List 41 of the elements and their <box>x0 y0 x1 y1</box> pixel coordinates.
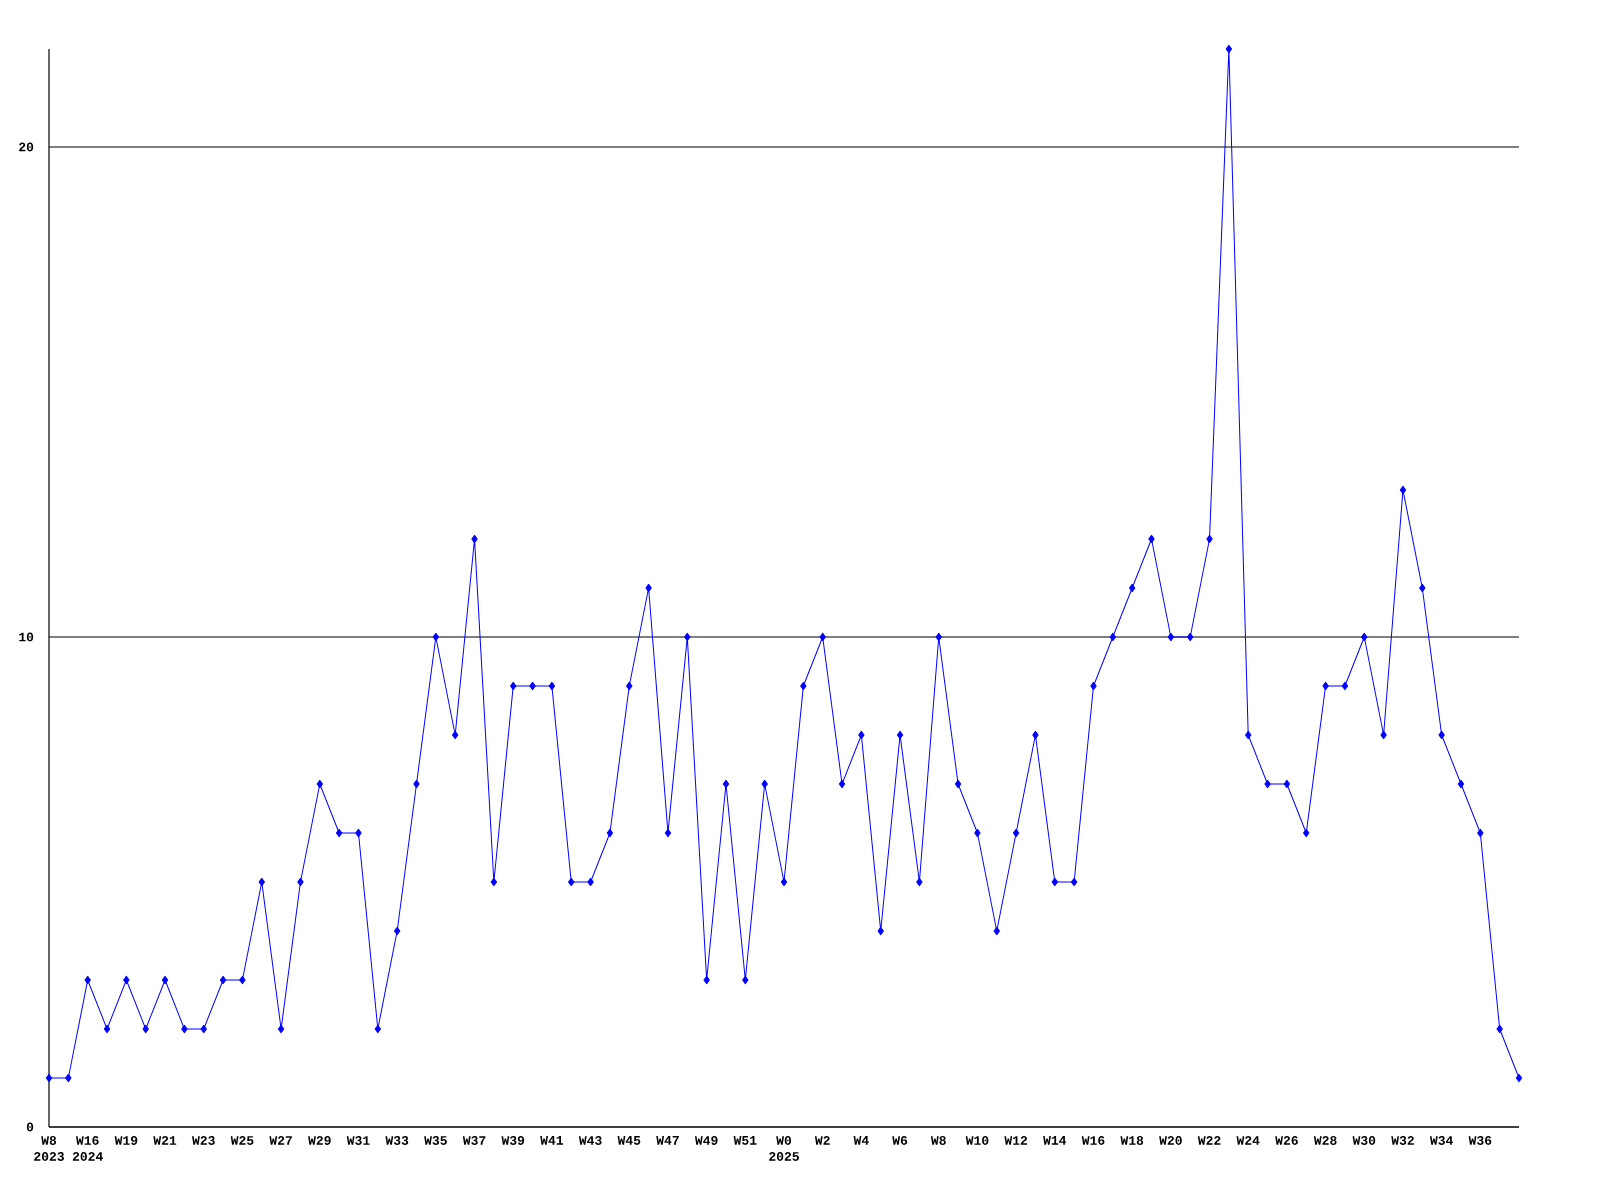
x-tick-label: W32 <box>1391 1136 1414 1145</box>
x-tick-label: W34 <box>1429 1136 1453 1145</box>
x-tick-label: W16 <box>1081 1136 1105 1145</box>
x-tick-label: W51 <box>733 1136 757 1145</box>
x-tick-label: W27 <box>269 1136 292 1145</box>
x-tick-label: W14 <box>1043 1136 1067 1145</box>
x-tick-label: W16 2024 <box>72 1136 103 1161</box>
x-tick-label: W36 <box>1468 1136 1492 1145</box>
x-tick-label: W20 <box>1159 1136 1182 1145</box>
x-tick-label: W25 <box>230 1136 254 1145</box>
x-tick-label: W49 <box>694 1136 718 1145</box>
x-tick-label: W18 <box>1120 1136 1144 1145</box>
x-tick-label: W23 <box>192 1136 215 1145</box>
y-tick-label: 10 <box>19 632 34 642</box>
x-tick-label: W47 <box>656 1136 679 1145</box>
x-tick-label: W28 <box>1313 1136 1337 1145</box>
x-tick-label: W21 <box>153 1136 177 1145</box>
x-tick-label: W6 <box>892 1136 908 1145</box>
x-tick-label: W8 <box>930 1136 946 1145</box>
x-tick-label: W29 <box>308 1136 331 1145</box>
x-tick-label: W45 <box>617 1136 641 1145</box>
x-tick-label: W39 <box>501 1136 525 1145</box>
x-tick-label: W10 <box>965 1136 989 1145</box>
x-tick-label: W26 <box>1275 1136 1298 1145</box>
x-tick-label: W31 <box>346 1136 370 1145</box>
x-tick-label: W24 <box>1236 1136 1260 1145</box>
x-tick-label: W19 <box>114 1136 138 1145</box>
x-tick-label: W41 <box>540 1136 564 1145</box>
x-tick-label: W4 <box>853 1136 869 1145</box>
x-tick-label: W43 <box>578 1136 602 1145</box>
x-tick-label: W22 <box>1197 1136 1221 1145</box>
x-tick-label: W2 <box>814 1136 830 1145</box>
x-tick-label: W12 <box>1004 1136 1028 1145</box>
x-tick-label: W8 2023 <box>34 1136 64 1161</box>
y-tick-label: 20 <box>19 142 34 152</box>
y-tick-label: 0 <box>26 1122 34 1132</box>
x-tick-label: W30 <box>1352 1136 1376 1145</box>
x-tick-label: W0 2025 <box>769 1136 799 1161</box>
x-tick-label: W37 <box>462 1136 486 1145</box>
x-tick-label: W33 <box>385 1136 409 1145</box>
x-tick-label: W35 <box>424 1136 447 1145</box>
